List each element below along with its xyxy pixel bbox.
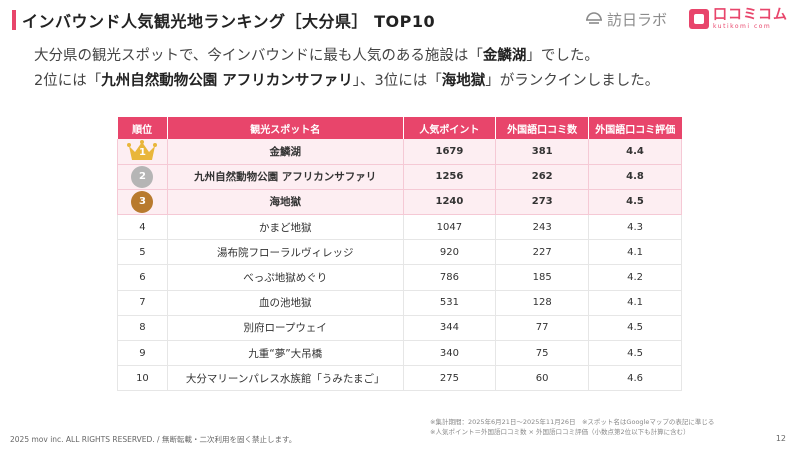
title-accent-bar	[12, 10, 16, 30]
col-header-rating: 外国語口コミ評価	[588, 117, 682, 139]
copyright-text: 2025 mov inc. ALL RIGHTS RESERVED. / 無断転…	[10, 435, 297, 444]
bronze-medal-icon: 3	[131, 190, 154, 213]
rating-value: 4.5	[588, 189, 682, 216]
kutikomi-logo: 口コミコム kutikomi com	[689, 8, 788, 30]
rank-cell: 1	[117, 139, 168, 165]
page-title: インバウンド人気観光地ランキング［大分県］ TOP10	[22, 12, 436, 31]
points-value: 531	[403, 290, 497, 316]
rank-cell: 9	[117, 340, 168, 367]
table-row: 9 九重“夢”大吊橋 340 75 4.5	[117, 340, 682, 367]
col-header-name: 観光スポット名	[167, 117, 404, 139]
highlight-rank-1: 金鱗湖	[482, 48, 527, 64]
footnote-period: ※集計期間：2025年6月21日〜2025年11月26日 ※スポット名はGoog…	[430, 418, 715, 426]
gold-crown-icon: 1	[125, 140, 159, 162]
reviews-value: 128	[495, 290, 590, 316]
table-row: 3 海地獄 1240 273 4.5	[117, 189, 682, 216]
spot-name: 別府ロープウェイ	[167, 315, 404, 342]
rank-cell: 8	[117, 315, 168, 342]
spot-name: 海地獄	[167, 189, 404, 216]
logo-area: 訪日ラボ 口コミコム kutikomi com	[585, 8, 788, 30]
rank-cell: 3	[117, 189, 168, 216]
rank-cell: 6	[117, 264, 168, 291]
reviews-value: 75	[495, 340, 590, 367]
hounichi-lab-logo-text: 訪日ラボ	[606, 10, 667, 29]
table-row: 6 べっぷ地獄めぐり 786 185 4.2	[117, 264, 682, 291]
points-value: 1256	[403, 164, 497, 190]
silver-medal-icon: 2	[131, 165, 154, 188]
points-value: 1240	[403, 189, 497, 216]
rank-cell: 5	[117, 239, 168, 266]
lead-line-1: 大分県の観光スポットで、今インバウンドに最も人気のある施設は「金鱗湖」でした。	[34, 48, 599, 64]
spot-name: 血の池地獄	[167, 290, 404, 316]
spot-name: 湯布院フローラルヴィレッジ	[167, 239, 404, 266]
reviews-value: 227	[495, 239, 590, 266]
reviews-value: 262	[495, 164, 590, 190]
table-row: 5 湯布院フローラルヴィレッジ 920 227 4.1	[117, 239, 682, 266]
rank-cell: 2	[117, 164, 168, 190]
rating-value: 4.8	[588, 164, 682, 190]
spot-name: かまど地獄	[167, 214, 404, 241]
points-value: 275	[403, 365, 497, 392]
table-row: 2 九州自然動物公園 アフリカンサファリ 1256 262 4.8	[117, 164, 682, 190]
kutikomi-logo-icon	[689, 9, 709, 29]
spot-name: 大分マリーンパレス水族館「うみたまご」	[167, 365, 404, 392]
rank-cell: 4	[117, 214, 168, 241]
reviews-value: 243	[495, 214, 590, 241]
rating-value: 4.2	[588, 264, 682, 291]
lead-text: 大分県の観光スポットで、今インバウンドに最も人気のある施設は「金鱗湖」でした。 …	[34, 44, 659, 94]
reviews-value: 381	[495, 139, 590, 165]
rating-value: 4.1	[588, 239, 682, 266]
spot-name: 九重“夢”大吊橋	[167, 340, 404, 367]
footnote-points-formula: ※人気ポイント＝外国語口コミ数 × 外国語口コミ評価（小数点第2位以下も計算に含…	[430, 427, 690, 436]
rank-number: 1	[138, 147, 146, 159]
col-header-rank: 順位	[117, 117, 168, 139]
reviews-value: 77	[495, 315, 590, 342]
rating-value: 4.5	[588, 340, 682, 367]
rating-value: 4.6	[588, 365, 682, 392]
page-number: 12	[775, 434, 786, 443]
table-row: 8 別府ロープウェイ 344 77 4.5	[117, 315, 682, 342]
footnotes: ※集計期間：2025年6月21日〜2025年11月26日 ※スポット名はGoog…	[430, 418, 714, 437]
table-row: 10 大分マリーンパレス水族館「うみたまご」 275 60 4.6	[117, 365, 682, 392]
points-value: 1679	[403, 139, 497, 165]
spot-name: 金鱗湖	[167, 139, 404, 165]
table-header-row: 順位 観光スポット名 人気ポイント 外国語口コミ数 外国語口コミ評価	[117, 117, 682, 139]
col-header-points: 人気ポイント	[403, 117, 497, 139]
reviews-value: 60	[495, 365, 590, 392]
lead-line-2: 2位には「九州自然動物公園 アフリカンサファリ」、3位には「海地獄」がランクイン…	[34, 73, 660, 89]
reviews-value: 273	[495, 189, 590, 216]
table-row: 7 血の池地獄 531 128 4.1	[117, 290, 682, 316]
rating-value: 4.4	[588, 139, 682, 165]
rating-value: 4.3	[588, 214, 682, 241]
rank-cell: 10	[117, 365, 168, 392]
hounichi-lab-logo: 訪日ラボ	[585, 9, 667, 30]
points-value: 1047	[403, 214, 497, 241]
points-value: 340	[403, 340, 497, 367]
points-value: 920	[403, 239, 497, 266]
highlight-rank-2: 九州自然動物公園 アフリカンサファリ	[101, 73, 353, 89]
hounichi-lab-icon	[585, 12, 602, 24]
col-header-reviews: 外国語口コミ数	[495, 117, 590, 139]
spot-name: べっぷ地獄めぐり	[167, 264, 404, 291]
rank-cell: 7	[117, 290, 168, 316]
reviews-value: 185	[495, 264, 590, 291]
points-value: 786	[403, 264, 497, 291]
kutikomi-logo-text: 口コミコム	[713, 7, 788, 23]
table-row: 1 金鱗湖 1679 381 4.4	[117, 139, 682, 165]
kutikomi-logo-subtext: kutikomi com	[713, 23, 772, 30]
ranking-table: 順位 観光スポット名 人気ポイント 外国語口コミ数 外国語口コミ評価	[117, 117, 682, 392]
spot-name: 九州自然動物公園 アフリカンサファリ	[167, 164, 404, 190]
rating-value: 4.1	[588, 290, 682, 316]
rating-value: 4.5	[588, 315, 682, 342]
highlight-rank-3: 海地獄	[441, 73, 486, 89]
points-value: 344	[403, 315, 497, 342]
table-row: 4 かまど地獄 1047 243 4.3	[117, 214, 682, 241]
